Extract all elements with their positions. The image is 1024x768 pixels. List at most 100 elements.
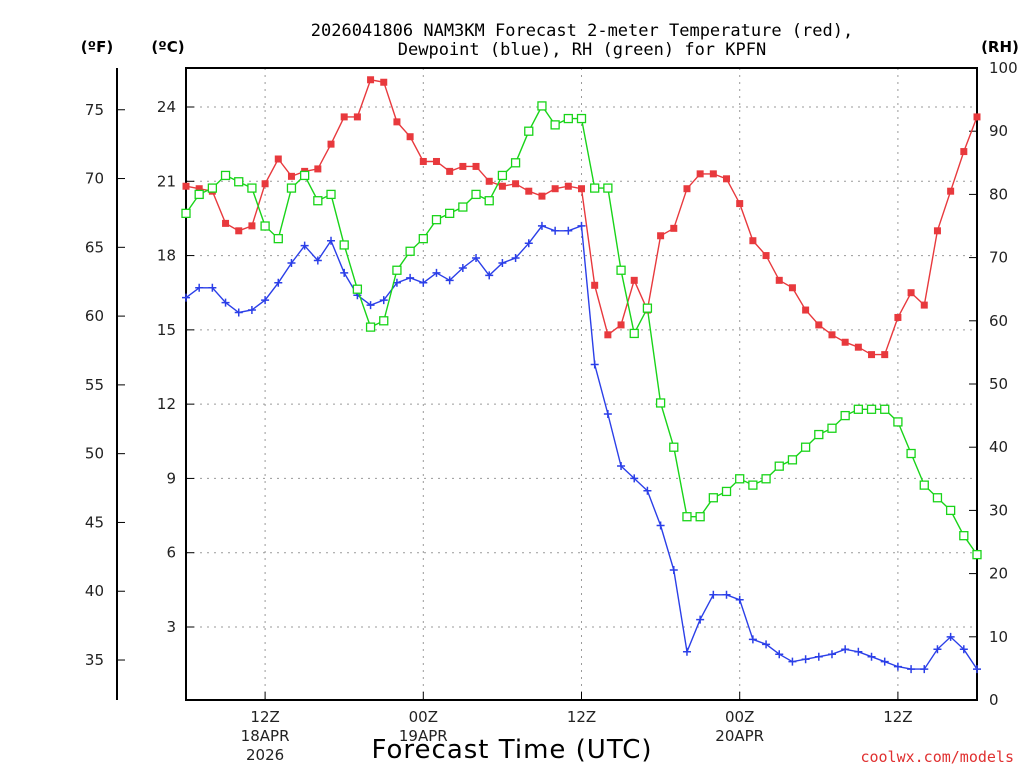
dewpoint-point xyxy=(221,298,230,307)
chart-title-line1: 2026041806 NAM3KM Forecast 2-meter Tempe… xyxy=(311,21,853,41)
temperature-point xyxy=(920,301,928,309)
rh-point xyxy=(669,442,679,452)
temperature-point xyxy=(525,187,533,195)
rh-unit-label: (RH) xyxy=(981,38,1019,56)
temperature-point xyxy=(657,232,665,240)
rh-point xyxy=(576,113,587,124)
rh-point xyxy=(181,208,191,219)
rh-point xyxy=(431,215,442,225)
rh-tick-label: 0 xyxy=(989,691,999,709)
x-tick-date-label: 20APR xyxy=(715,727,764,745)
temperature-point xyxy=(182,182,190,190)
temperature-point xyxy=(485,177,493,185)
dewpoint-point xyxy=(801,655,810,664)
temperature-point xyxy=(406,133,414,141)
credit-link[interactable]: coolwx.com/models xyxy=(860,748,1014,766)
rh-point xyxy=(906,448,916,459)
temperature-point xyxy=(235,227,243,235)
temperature-point xyxy=(947,187,955,195)
x-tick-hour-label: 12Z xyxy=(567,708,596,726)
rh-tick-label: 80 xyxy=(989,185,1008,203)
rh-point xyxy=(787,455,798,465)
rh-point xyxy=(313,196,323,206)
temperature-point xyxy=(287,172,295,180)
dewpoint-point xyxy=(682,647,691,656)
rh-point xyxy=(590,183,600,193)
temperature-point xyxy=(472,162,480,170)
celsius-tick-label: 18 xyxy=(157,247,176,265)
rh-point xyxy=(445,208,455,219)
rh-point xyxy=(695,512,705,522)
rh-point xyxy=(405,246,415,256)
rh-point xyxy=(932,493,943,503)
dewpoint-point xyxy=(485,271,494,280)
temperature-point xyxy=(960,148,968,156)
dewpoint-point xyxy=(551,226,560,235)
rh-point xyxy=(550,120,560,130)
x-tick-date-label: 19APR xyxy=(399,727,448,745)
temperature-point xyxy=(868,351,876,359)
rh-tick-label: 90 xyxy=(989,122,1008,140)
rh-point xyxy=(840,410,850,421)
rh-point xyxy=(893,417,903,427)
rh-point xyxy=(774,461,784,471)
rh-point xyxy=(629,328,639,339)
rh-point xyxy=(418,233,428,244)
dewpoint-point xyxy=(406,273,415,282)
rh-point xyxy=(972,549,982,560)
temperature-point xyxy=(709,170,717,178)
temperature-point xyxy=(578,185,585,193)
rh-point xyxy=(814,429,824,440)
temperature-point xyxy=(419,157,427,165)
dewpoint-point xyxy=(907,665,916,674)
rh-tick-label: 10 xyxy=(989,628,1008,646)
rh-point xyxy=(286,183,297,193)
dewpoint-point xyxy=(313,256,322,265)
rh-point xyxy=(735,474,745,484)
rh-point xyxy=(392,265,402,275)
rh-point xyxy=(748,480,758,490)
dewpoint-point xyxy=(274,278,283,287)
temperature-point xyxy=(907,289,915,297)
rh-point xyxy=(537,101,547,111)
temperature-point xyxy=(841,338,849,346)
dewpoint-point xyxy=(775,650,784,659)
rh-point xyxy=(761,474,771,484)
dewpoint-point xyxy=(287,259,296,267)
fahrenheit-tick-label: 40 xyxy=(85,582,104,600)
temperature-point xyxy=(696,170,704,178)
axis-ticks: 3 6 9 12 15 18 21 24 35 40 45 50 55 60 65 70 75 0 10 20 30 40… xyxy=(85,59,1018,764)
dewpoint-point xyxy=(603,410,612,419)
rh-point xyxy=(880,404,890,414)
dewpoint-point xyxy=(208,283,217,292)
temperature-point xyxy=(604,331,612,339)
temperature-point xyxy=(459,162,467,170)
dewpoint-point xyxy=(630,474,639,483)
rh-point xyxy=(220,170,231,181)
dewpoint-point xyxy=(419,278,428,287)
temperature-point xyxy=(815,321,823,329)
dewpoint-point xyxy=(195,283,204,292)
x-tick-date-label: 18APR xyxy=(241,727,290,745)
temperature-point xyxy=(564,182,572,190)
temperature-point xyxy=(723,175,731,183)
dewpoint-point xyxy=(722,590,731,599)
dewpoint-point xyxy=(814,652,823,661)
rh-point xyxy=(326,189,336,200)
fahrenheit-tick-label: 55 xyxy=(85,376,104,394)
dewpoint-point xyxy=(458,263,467,272)
celsius-unit-label: (ºC) xyxy=(151,38,184,56)
fahrenheit-unit-label: (ºF) xyxy=(81,38,113,56)
temperature-point xyxy=(446,167,454,175)
temperature-point xyxy=(314,165,322,173)
rh-point xyxy=(273,233,283,244)
temperature-point xyxy=(261,180,269,188)
rh-point xyxy=(247,183,257,193)
fahrenheit-tick-label: 50 xyxy=(85,445,104,463)
dewpoint-point xyxy=(946,632,955,641)
temperature-point xyxy=(973,113,981,121)
dewpoint-point xyxy=(959,645,968,654)
rh-point xyxy=(919,480,929,490)
celsius-tick-label: 9 xyxy=(166,469,176,487)
dewpoint-point xyxy=(933,645,942,654)
